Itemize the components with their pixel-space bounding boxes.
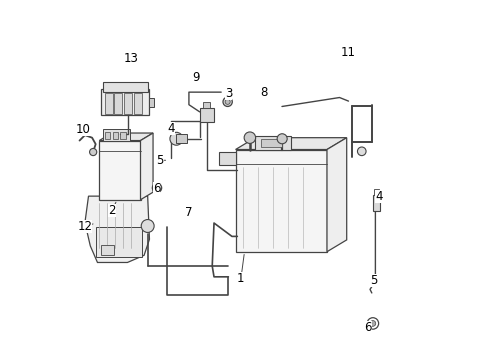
Circle shape xyxy=(89,148,97,156)
Text: 2: 2 xyxy=(108,204,115,217)
Circle shape xyxy=(155,186,159,190)
Bar xyxy=(260,139,282,147)
Circle shape xyxy=(152,183,162,193)
Polygon shape xyxy=(140,133,153,200)
Bar xyxy=(101,89,149,116)
Bar xyxy=(124,93,132,114)
Bar xyxy=(199,108,214,122)
Text: 7: 7 xyxy=(185,206,192,219)
Polygon shape xyxy=(235,138,346,149)
Bar xyxy=(104,93,112,114)
Bar xyxy=(373,189,378,195)
Circle shape xyxy=(141,220,154,233)
Bar xyxy=(203,102,210,108)
Bar xyxy=(120,132,126,139)
Circle shape xyxy=(366,318,378,329)
Text: 5: 5 xyxy=(156,154,163,167)
Bar xyxy=(102,130,129,141)
Circle shape xyxy=(224,99,230,104)
Text: 13: 13 xyxy=(124,51,139,64)
Bar xyxy=(101,244,113,255)
Text: 10: 10 xyxy=(76,123,90,136)
Circle shape xyxy=(169,132,183,145)
Bar xyxy=(176,134,187,143)
Text: 6: 6 xyxy=(364,320,371,333)
Bar xyxy=(219,152,235,165)
Bar xyxy=(112,132,118,139)
Bar xyxy=(96,227,142,257)
Bar xyxy=(133,93,142,114)
Polygon shape xyxy=(85,196,149,262)
Text: 3: 3 xyxy=(224,87,232,100)
Circle shape xyxy=(277,134,286,144)
Text: 5: 5 xyxy=(369,274,377,287)
Polygon shape xyxy=(326,138,346,252)
Bar xyxy=(372,195,379,211)
Bar xyxy=(102,82,147,92)
Circle shape xyxy=(357,147,366,156)
Bar xyxy=(114,93,122,114)
Text: 12: 12 xyxy=(77,220,92,233)
Polygon shape xyxy=(99,133,153,140)
Bar xyxy=(149,98,153,107)
Text: 6: 6 xyxy=(153,183,160,195)
Text: 1: 1 xyxy=(237,272,244,285)
Text: 4: 4 xyxy=(167,122,174,135)
Bar xyxy=(235,149,326,252)
Text: 9: 9 xyxy=(192,71,200,84)
Circle shape xyxy=(244,132,255,143)
Text: 4: 4 xyxy=(374,190,382,203)
Text: 11: 11 xyxy=(340,46,355,59)
Bar xyxy=(99,140,140,200)
Circle shape xyxy=(369,320,375,326)
Bar xyxy=(255,136,290,150)
Bar xyxy=(104,132,110,139)
Text: 8: 8 xyxy=(260,86,267,99)
Circle shape xyxy=(223,97,232,107)
